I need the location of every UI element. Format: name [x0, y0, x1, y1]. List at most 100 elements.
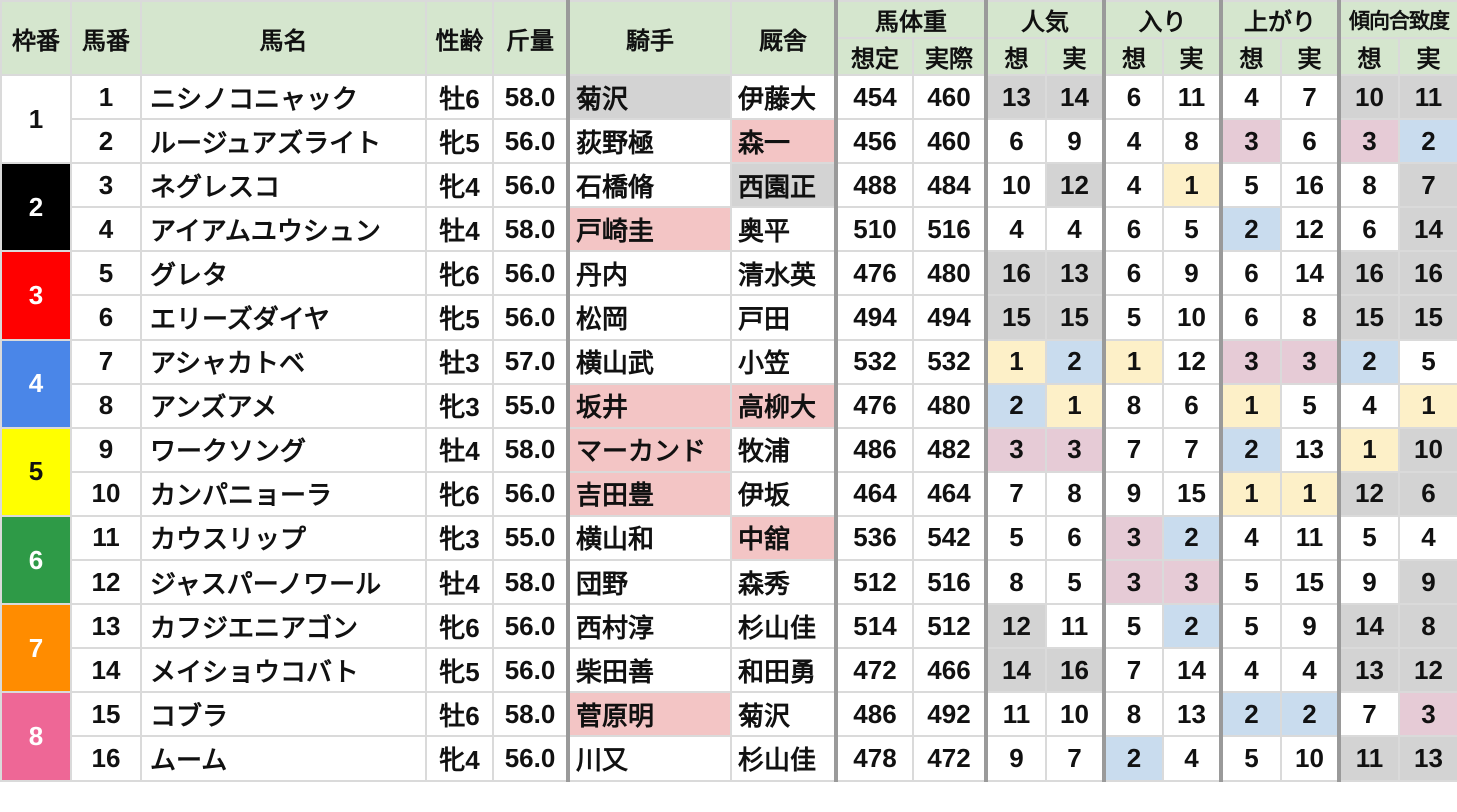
header-name: 馬名: [140, 0, 427, 76]
agari-pred-cell: 5: [1219, 559, 1282, 606]
agari-actual-cell: 12: [1280, 206, 1340, 253]
entry-actual-cell: 2: [1162, 514, 1222, 562]
agari-actual-cell: 2: [1280, 691, 1340, 738]
horse-name-cell: アシャカトベ: [140, 338, 427, 385]
horse-name-cell: コブラ: [140, 691, 427, 738]
sex-age-cell: 牡3: [425, 338, 494, 385]
table-row: 2 ルージュアズライト 牝5 56.0 荻野極 森一 456 460 6 9 4 8 3 6 3 2: [1, 118, 1457, 165]
agari-actual-cell: 9: [1280, 603, 1340, 650]
popularity-actual-cell: 7: [1045, 735, 1105, 782]
stable-cell: 杉山佳: [730, 603, 837, 650]
umaban-cell: 7: [70, 338, 142, 385]
carried-weight-cell: 56.0: [492, 162, 569, 209]
agari-pred-cell: 4: [1219, 514, 1282, 562]
jockey-cell: 団野: [566, 559, 732, 606]
table-row: 7 13 カフジエニアゴン 牝6 56.0 西村淳 杉山佳 514 512 12 11 5 2 5 9 14 8: [0, 603, 1457, 694]
popularity-actual-cell: 10: [1045, 691, 1105, 738]
stable-cell: 戸田: [730, 294, 837, 341]
sex-age-cell: 牡6: [425, 73, 494, 121]
stable-cell: 森秀: [730, 559, 837, 606]
entry-pred-cell: 3: [1102, 559, 1164, 606]
popularity-pred-cell: 8: [984, 559, 1047, 606]
tendency-actual-cell: 1: [1398, 382, 1457, 429]
horse-name-cell: カウスリップ: [140, 514, 427, 562]
header-bw-actual: 実際: [912, 37, 987, 76]
sex-age-cell: 牝6: [425, 470, 494, 517]
entry-pred-cell: 4: [1102, 162, 1164, 209]
tendency-pred-cell: 7: [1337, 691, 1400, 738]
stable-cell: 清水英: [730, 250, 837, 297]
sex-age-cell: 牝3: [425, 514, 494, 562]
horse-name-cell: ルージュアズライト: [140, 118, 427, 165]
body-weight-actual-cell: 466: [912, 647, 987, 694]
agari-pred-cell: 1: [1219, 470, 1282, 517]
body-weight-actual-cell: 512: [912, 603, 987, 650]
body-weight-pred-cell: 486: [834, 691, 914, 738]
body-weight-actual-cell: 460: [912, 118, 987, 165]
entry-pred-cell: 5: [1102, 294, 1164, 341]
tendency-actual-cell: 4: [1398, 514, 1457, 562]
table-row: 2 3 ネグレスコ 牝4 56.0 石橋脩 西園正 488 484 10 12 4 1 5 16 8 7: [0, 162, 1457, 253]
race-entry-table: 枠番 馬番 馬名 性齢 斤量 騎手 厩舎 馬体重 人気 入り 上がり 傾向合致度…: [0, 0, 1457, 782]
header-body-weight: 馬体重: [834, 0, 987, 39]
umaban-cell: 12: [70, 559, 142, 606]
entry-pred-cell: 3: [1102, 514, 1164, 562]
carried-weight-cell: 57.0: [492, 338, 569, 385]
tendency-actual-cell: 5: [1398, 338, 1457, 385]
horse-name-cell: ワークソング: [140, 426, 427, 473]
agari-actual-cell: 6: [1280, 118, 1340, 165]
agari-actual-cell: 10: [1280, 735, 1340, 782]
frame-number-cell: 8: [0, 691, 72, 782]
agari-pred-cell: 6: [1219, 294, 1282, 341]
tendency-pred-cell: 11: [1337, 735, 1400, 782]
jockey-cell: 西村淳: [566, 603, 732, 650]
agari-pred-cell: 2: [1219, 206, 1282, 253]
popularity-pred-cell: 16: [984, 250, 1047, 297]
tendency-actual-cell: 9: [1398, 559, 1457, 606]
tendency-actual-cell: 6: [1398, 470, 1457, 517]
popularity-pred-cell: 7: [984, 470, 1047, 517]
table-row: 14 メイショウコバト 牝5 56.0 柴田善 和田勇 472 466 14 16 7 14 4 4 13 1…: [1, 647, 1457, 694]
body-weight-actual-cell: 532: [912, 338, 987, 385]
body-weight-pred-cell: 472: [834, 647, 914, 694]
tendency-pred-cell: 16: [1337, 250, 1400, 297]
tendency-actual-cell: 13: [1398, 735, 1457, 782]
umaban-cell: 4: [70, 206, 142, 253]
tendency-pred-cell: 5: [1337, 514, 1400, 562]
popularity-actual-cell: 4: [1045, 206, 1105, 253]
jockey-cell: 菊沢: [566, 73, 732, 121]
carried-weight-cell: 56.0: [492, 735, 569, 782]
umaban-cell: 9: [70, 426, 142, 473]
horse-name-cell: カンパニョーラ: [140, 470, 427, 517]
table-row: 3 5 グレタ 牝6 56.0 丹内 清水英 476 480 16 13 6 9 6 14 16 16: [0, 250, 1457, 341]
tendency-actual-cell: 11: [1398, 73, 1457, 121]
body-weight-actual-cell: 494: [912, 294, 987, 341]
agari-pred-cell: 4: [1219, 73, 1282, 121]
horse-name-cell: アンズアメ: [140, 382, 427, 429]
horse-name-cell: ジャスパーノワール: [140, 559, 427, 606]
tendency-pred-cell: 15: [1337, 294, 1400, 341]
body-weight-actual-cell: 516: [912, 206, 987, 253]
stable-cell: 和田勇: [730, 647, 837, 694]
popularity-actual-cell: 11: [1045, 603, 1105, 650]
entry-actual-cell: 6: [1162, 382, 1222, 429]
jockey-cell: 横山武: [566, 338, 732, 385]
popularity-actual-cell: 8: [1045, 470, 1105, 517]
agari-actual-cell: 5: [1280, 382, 1340, 429]
umaban-cell: 14: [70, 647, 142, 694]
popularity-pred-cell: 4: [984, 206, 1047, 253]
table-row: 1 1 ニシノコニャック 牡6 58.0 菊沢 伊藤大 454 460 13 14 6 11 4 7 10 11: [0, 73, 1457, 165]
jockey-cell: 石橋脩: [566, 162, 732, 209]
stable-cell: 伊坂: [730, 470, 837, 517]
entry-actual-cell: 1: [1162, 162, 1222, 209]
entry-actual-cell: 5: [1162, 206, 1222, 253]
table-row: 6 11 カウスリップ 牝3 55.0 横山和 中舘 536 542 5 6 3 2 4 11 5 4: [0, 514, 1457, 606]
table-row: 12 ジャスパーノワール 牡4 58.0 団野 森秀 512 516 8 5 3 3 5 15 9 9: [1, 559, 1457, 606]
tendency-actual-cell: 12: [1398, 647, 1457, 694]
body-weight-pred-cell: 454: [834, 73, 914, 121]
tendency-pred-cell: 3: [1337, 118, 1400, 165]
sex-age-cell: 牝5: [425, 647, 494, 694]
sex-age-cell: 牡6: [425, 691, 494, 738]
header-waku: 枠番: [0, 0, 72, 76]
popularity-actual-cell: 15: [1045, 294, 1105, 341]
